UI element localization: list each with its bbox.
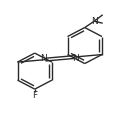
Text: F: F: [32, 91, 37, 100]
Text: N: N: [40, 54, 47, 63]
Text: N: N: [91, 17, 98, 26]
Text: N: N: [72, 54, 79, 63]
